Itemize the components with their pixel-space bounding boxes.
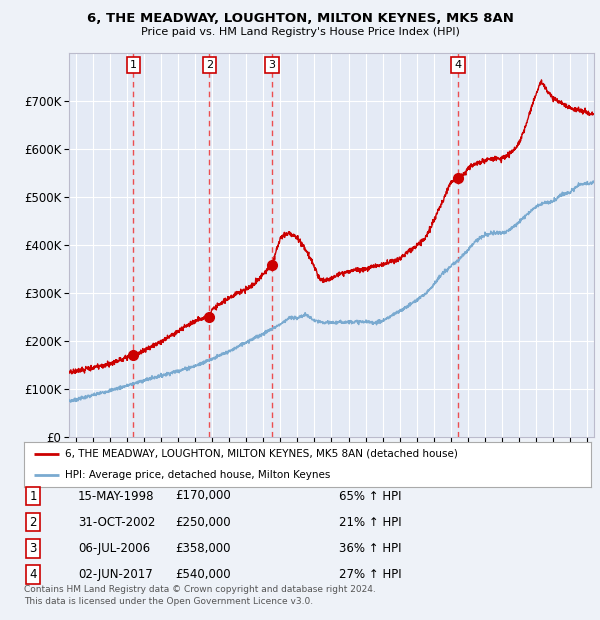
- Text: 65% ↑ HPI: 65% ↑ HPI: [339, 490, 401, 502]
- Text: 6, THE MEADWAY, LOUGHTON, MILTON KEYNES, MK5 8AN (detached house): 6, THE MEADWAY, LOUGHTON, MILTON KEYNES,…: [65, 449, 458, 459]
- Text: Contains HM Land Registry data © Crown copyright and database right 2024.
This d: Contains HM Land Registry data © Crown c…: [24, 585, 376, 606]
- Text: 15-MAY-1998: 15-MAY-1998: [78, 490, 155, 502]
- Text: £540,000: £540,000: [175, 568, 231, 580]
- Text: 4: 4: [454, 60, 461, 69]
- Text: 6, THE MEADWAY, LOUGHTON, MILTON KEYNES, MK5 8AN: 6, THE MEADWAY, LOUGHTON, MILTON KEYNES,…: [86, 12, 514, 25]
- Text: 06-JUL-2006: 06-JUL-2006: [78, 542, 150, 554]
- Text: 31-OCT-2002: 31-OCT-2002: [78, 516, 155, 528]
- Text: 3: 3: [269, 60, 275, 69]
- Text: 36% ↑ HPI: 36% ↑ HPI: [339, 542, 401, 554]
- Text: 3: 3: [29, 542, 37, 554]
- Text: 2: 2: [206, 60, 213, 69]
- Text: 1: 1: [130, 60, 137, 69]
- Text: 1: 1: [29, 490, 37, 502]
- Text: 4: 4: [29, 568, 37, 580]
- Text: £250,000: £250,000: [175, 516, 231, 528]
- Text: £170,000: £170,000: [175, 490, 231, 502]
- Text: 02-JUN-2017: 02-JUN-2017: [78, 568, 153, 580]
- Text: 21% ↑ HPI: 21% ↑ HPI: [339, 516, 401, 528]
- Text: Price paid vs. HM Land Registry's House Price Index (HPI): Price paid vs. HM Land Registry's House …: [140, 27, 460, 37]
- Text: HPI: Average price, detached house, Milton Keynes: HPI: Average price, detached house, Milt…: [65, 470, 330, 480]
- Text: £358,000: £358,000: [176, 542, 231, 554]
- Text: 27% ↑ HPI: 27% ↑ HPI: [339, 568, 401, 580]
- Text: 2: 2: [29, 516, 37, 528]
